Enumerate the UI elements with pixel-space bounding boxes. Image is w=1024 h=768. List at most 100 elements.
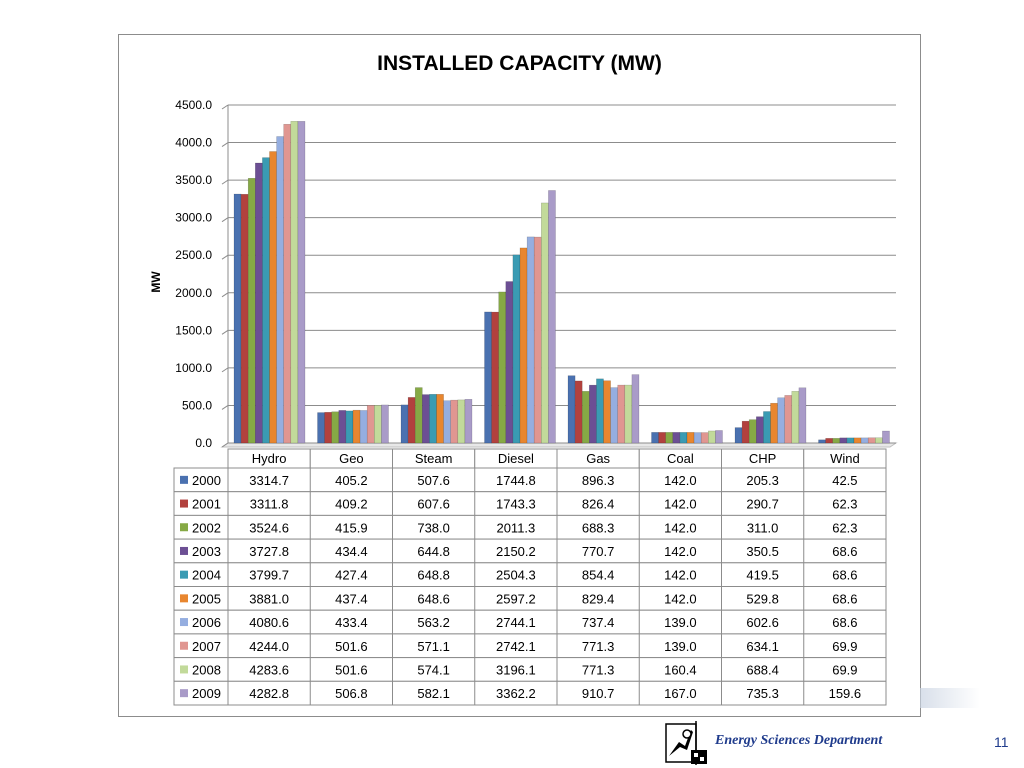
data-label: 735.3: [746, 686, 779, 701]
legend-label: 2008: [192, 662, 221, 677]
data-label: 62.3: [832, 497, 857, 512]
gridline-side: [221, 367, 229, 373]
gridline-side: [221, 254, 229, 260]
bar: [541, 202, 549, 444]
legend-label: 2007: [192, 639, 221, 654]
decorative-glow: [920, 688, 980, 708]
bar: [533, 236, 542, 444]
bar: [846, 437, 855, 444]
axes-layer: 0.0 500.0 1000.0 1500.0 2000.0 2500.0 3000.0 35…: [149, 98, 229, 450]
bar: [651, 432, 659, 444]
page-number: 11: [994, 734, 1009, 750]
gridline-side: [221, 405, 229, 410]
y-tick-label: 3500.0: [175, 173, 212, 187]
data-label: 42.5: [832, 473, 857, 488]
bar: [624, 384, 633, 444]
bar: [276, 136, 284, 444]
bar: [818, 439, 826, 444]
legend-swatch: [180, 499, 188, 508]
bar: [741, 420, 750, 444]
data-label: 415.9: [335, 520, 368, 535]
data-label: 69.9: [832, 662, 857, 677]
department-logo-icon: [665, 721, 707, 765]
bar: [429, 394, 437, 444]
bar: [770, 402, 778, 444]
bar: [297, 121, 306, 444]
bar: [443, 400, 451, 444]
gridline-side: [221, 179, 229, 185]
bar: [853, 437, 862, 444]
data-label: 574.1: [417, 662, 450, 677]
bar: [407, 397, 416, 444]
data-label: 3524.6: [249, 520, 289, 535]
legend-label: 2000: [192, 473, 221, 488]
legend-swatch: [180, 523, 188, 532]
bar: [450, 399, 459, 444]
bar: [512, 254, 521, 444]
data-label: 159.6: [829, 686, 862, 701]
x-tick-label: Geo: [339, 451, 364, 466]
bar: [748, 419, 757, 444]
data-label: 68.6: [832, 615, 857, 630]
bar: [589, 384, 597, 444]
data-label: 826.4: [582, 497, 615, 512]
data-label: 2742.1: [496, 639, 536, 654]
data-label: 2744.1: [496, 615, 536, 630]
bar: [422, 394, 430, 444]
footer-department: Energy Sciences Department: [715, 733, 883, 748]
legend-swatch: [180, 618, 188, 627]
bar: [631, 374, 640, 444]
bar: [436, 394, 444, 444]
data-label: 529.8: [746, 591, 779, 606]
data-label: 62.3: [832, 520, 857, 535]
bar: [784, 395, 793, 444]
bar: [247, 178, 256, 444]
data-label: 167.0: [664, 686, 697, 701]
bar: [798, 387, 807, 444]
bar: [498, 291, 507, 444]
data-label: 160.4: [664, 662, 697, 677]
bar: [262, 157, 270, 444]
bar: [331, 411, 340, 444]
bar: [763, 411, 771, 444]
data-label: 3311.8: [250, 497, 289, 512]
bar: [860, 437, 869, 444]
bar: [603, 380, 611, 444]
data-label: 3881.0: [249, 591, 289, 606]
y-tick-label: 3000.0: [175, 211, 212, 225]
y-tick-label: 4000.0: [175, 136, 212, 150]
legend-swatch: [180, 689, 188, 698]
data-label: 607.6: [417, 497, 450, 512]
data-label: 854.4: [582, 568, 615, 583]
bar: [679, 432, 688, 444]
bar: [414, 387, 423, 444]
x-tick-label: Hydro: [252, 451, 287, 466]
y-tick-label: 2000.0: [175, 286, 212, 300]
gridline-side: [221, 142, 229, 147]
data-label: 770.7: [582, 544, 615, 559]
data-label: 434.4: [335, 544, 368, 559]
bar: [338, 410, 347, 444]
data-label: 142.0: [664, 591, 697, 606]
legend-swatch: [180, 641, 188, 650]
bar: [400, 404, 409, 444]
data-label: 68.6: [832, 591, 857, 606]
data-label: 829.4: [582, 591, 615, 606]
data-label: 3314.7: [249, 473, 289, 488]
data-label: 4283.6: [249, 662, 289, 677]
data-label: 738.0: [417, 520, 450, 535]
data-label: 737.4: [582, 615, 615, 630]
data-label: 2011.3: [496, 520, 535, 535]
bar: [665, 432, 674, 444]
data-label: 771.3: [582, 639, 615, 654]
data-label: 688.3: [582, 520, 615, 535]
bar: [867, 437, 876, 444]
data-label: 205.3: [746, 473, 779, 488]
x-tick-label: Wind: [830, 451, 860, 466]
data-label: 69.9: [832, 639, 857, 654]
legend-label: 2004: [192, 568, 221, 583]
legend-label: 2009: [192, 686, 221, 701]
bar: [756, 416, 764, 444]
data-label: 290.7: [746, 497, 779, 512]
data-label: 409.2: [335, 497, 368, 512]
